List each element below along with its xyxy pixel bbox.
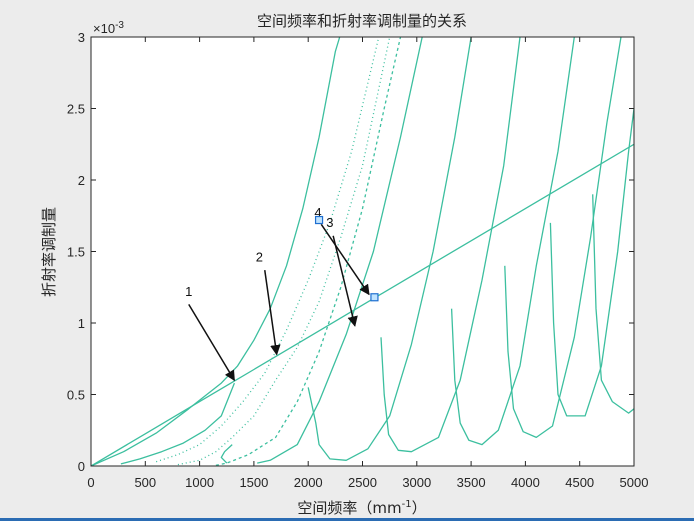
x-tick-label: 2000 <box>294 475 323 490</box>
x-tick-label: 3000 <box>402 475 431 490</box>
series-curve-9 <box>307 37 472 461</box>
annotation-layer: 1 2 34 <box>185 205 379 382</box>
series-curve-11 <box>450 37 575 446</box>
x-tick-label: 4000 <box>511 475 540 490</box>
series-curve-12 <box>504 37 622 439</box>
series-curve-14 <box>592 194 634 414</box>
y-tick-label: 0 <box>78 459 85 474</box>
series-curve-13 <box>549 108 634 417</box>
series-curve-7 <box>220 444 233 464</box>
series-curve-8 <box>257 37 423 464</box>
series-curve-1 <box>91 143 634 466</box>
annotation-label-4: 4 <box>314 205 321 220</box>
datatip-marker-1[interactable] <box>370 293 379 302</box>
annotation-arrow-1 <box>188 304 235 382</box>
y-tick-label: 3 <box>78 30 85 45</box>
series-curve-3 <box>120 382 236 465</box>
annotation-arrow-2 <box>264 269 281 356</box>
y-tick-label: 2.5 <box>67 102 85 117</box>
annotation-label-2: 2 <box>256 250 263 265</box>
x-ticks: 0 500 1000 1500 2000 2500 3000 3500 4000 4500 5000 <box>87 37 648 490</box>
x-tick-label: 0 <box>87 475 94 490</box>
y-axis-label: 折射率调制量 <box>40 207 58 297</box>
x-tick-label: 2500 <box>348 475 377 490</box>
chart-title: 空间频率和折射率调制量的关系 <box>257 12 467 30</box>
y-tick-label: 1 <box>78 316 85 331</box>
plot-area <box>91 37 634 466</box>
x-tick-label: 3500 <box>457 475 486 490</box>
y-tick-label: 1.5 <box>67 245 85 260</box>
annotation-arrow-3 <box>332 235 358 327</box>
annotation-label-3: 3 <box>326 215 333 230</box>
y-ticks: 0 0.5 1 1.5 2 2.5 3 <box>67 30 634 474</box>
y-exponent-label: ×10-3 <box>93 20 124 36</box>
x-tick-label: 1500 <box>239 475 268 490</box>
y-tick-label: 2 <box>78 173 85 188</box>
series-curve-4 <box>155 37 380 463</box>
y-tick-label: 0.5 <box>67 388 85 403</box>
x-tick-label: 500 <box>134 475 156 490</box>
x-axis-label: 空间频率（mm-1） <box>297 499 426 517</box>
series-layer <box>91 37 634 466</box>
x-tick-label: 1000 <box>185 475 214 490</box>
x-tick-label: 5000 <box>620 475 649 490</box>
series-curve-10 <box>380 37 521 453</box>
datatip-marker-2[interactable] <box>314 215 324 225</box>
window-bottom-strip <box>0 521 694 526</box>
annotation-arrow-4 <box>320 223 370 296</box>
annotation-label-1: 1 <box>185 284 192 299</box>
series-curve-2 <box>91 37 341 466</box>
x-tick-label: 4500 <box>565 475 594 490</box>
